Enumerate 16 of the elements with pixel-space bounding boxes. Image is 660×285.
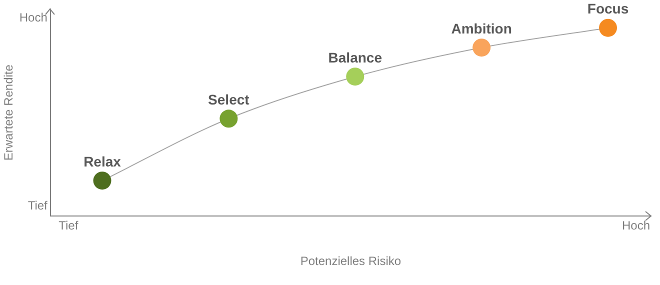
annotation: Ambition [451, 20, 512, 36]
x-axis-title: Potenzielles Risiko [300, 254, 402, 268]
point [472, 38, 491, 57]
text: Tief [58, 218, 79, 233]
point [220, 110, 238, 128]
annotation: Select [208, 91, 250, 108]
point [599, 18, 618, 37]
annotation: Balance [328, 49, 382, 66]
point [346, 68, 364, 86]
annotation: Focus [587, 0, 629, 17]
text: Hoch [19, 10, 48, 24]
y-axis-title: Erwartete Rendite [2, 64, 16, 161]
annotation: Relax [84, 153, 122, 170]
text: Hoch [622, 218, 650, 233]
point [93, 172, 112, 190]
text: Tief [28, 198, 48, 213]
